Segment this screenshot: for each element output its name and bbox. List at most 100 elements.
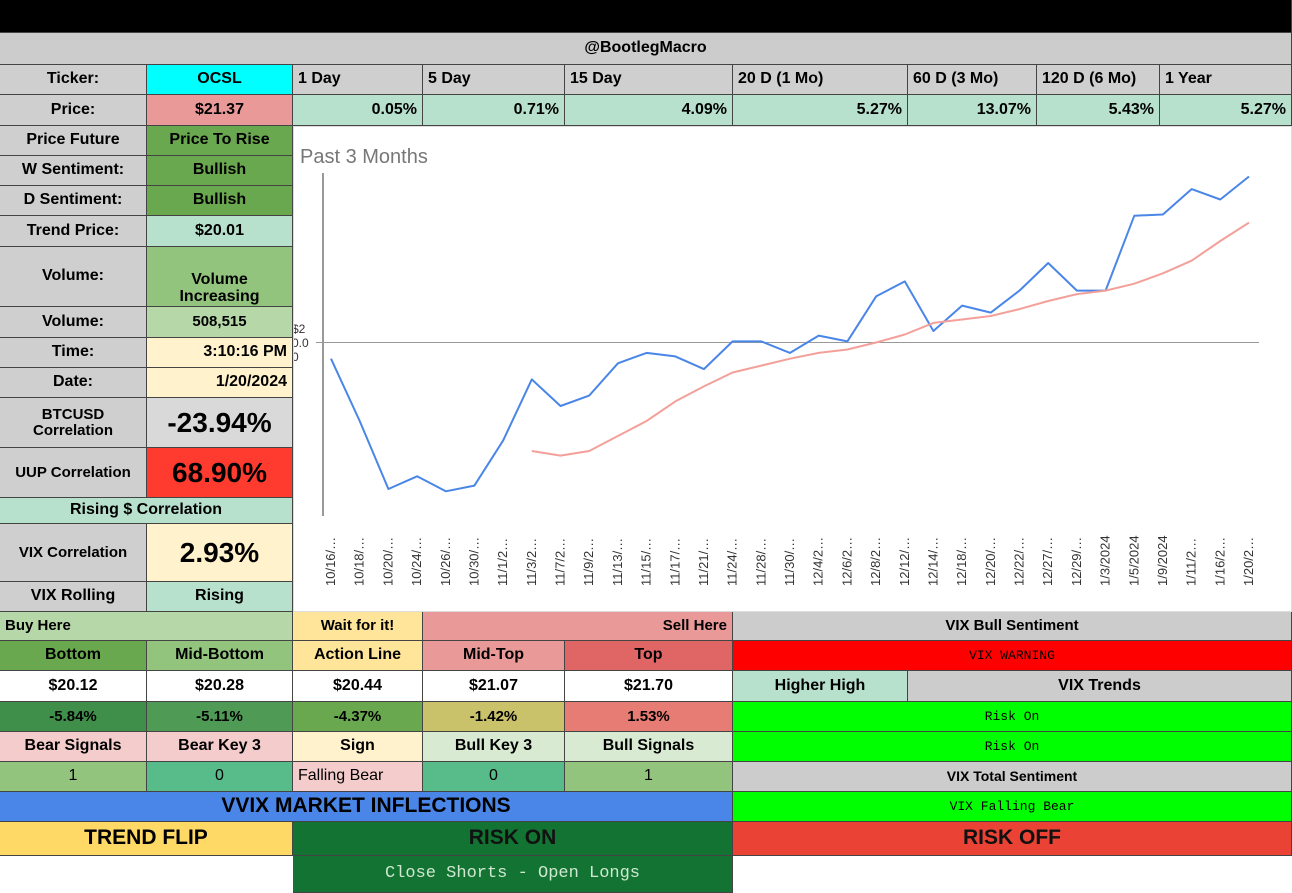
x-tick-label: 10/30/…	[466, 537, 481, 586]
x-tick-label: 12/22/…	[1012, 537, 1027, 586]
row-label: Ticker:	[0, 65, 147, 95]
signal-name: Bear Key 3	[147, 732, 293, 762]
x-tick-label: 12/4/2…	[811, 537, 826, 586]
x-tick-label: 1/16/2…	[1212, 537, 1227, 586]
level-change: -1.42%	[423, 702, 565, 732]
row-value: $20.01	[147, 216, 293, 247]
row-value: 3:10:16 PM	[147, 338, 293, 368]
x-tick-label: 10/26/…	[438, 537, 453, 586]
signal-value: 1	[565, 762, 733, 792]
signal-value: Falling Bear	[293, 762, 423, 792]
row-value: OCSL	[147, 65, 293, 95]
row-label: Time:	[0, 338, 147, 368]
row-label: W Sentiment:	[0, 156, 147, 186]
x-tick-label: 12/14/…	[925, 537, 940, 586]
row-label: Price:	[0, 95, 147, 126]
risk-on: Risk On	[733, 702, 1292, 732]
row-value: Bullish	[147, 186, 293, 216]
row-value: Rising	[147, 582, 293, 612]
row-value: -23.94%	[147, 398, 293, 448]
level-change: 1.53%	[565, 702, 733, 732]
x-tick-label: 1/5/2024	[1126, 535, 1141, 586]
action: Close Shorts - Open Longs	[293, 856, 733, 893]
x-tick-label: 12/12/…	[897, 537, 912, 586]
period-label: 60 D (3 Mo)	[908, 65, 1037, 95]
x-tick-label: 12/6/2…	[839, 537, 854, 586]
x-tick-label: 11/1/2…	[495, 538, 510, 586]
level-name: Mid-Top	[423, 641, 565, 671]
x-tick-label: 12/29/…	[1069, 537, 1084, 586]
period-label: 20 D (1 Mo)	[733, 65, 908, 95]
row-label: VIX Correlation	[0, 524, 147, 582]
row-label: Trend Price:	[0, 216, 147, 247]
x-tick-label: 10/20/…	[380, 537, 395, 586]
row-label: Rising $ Correlation	[0, 498, 293, 524]
chart-title: Past 3 Months	[300, 146, 428, 168]
row-value: Volume Increasing	[147, 247, 293, 307]
x-tick-label: 11/3/2…	[524, 538, 539, 586]
period-change: 5.27%	[733, 95, 908, 126]
level-price: $20.44	[293, 671, 423, 702]
period-label: 120 D (6 Mo)	[1037, 65, 1160, 95]
x-tick-label: 11/9/2…	[581, 538, 596, 586]
x-tick-label: 1/3/2024	[1098, 535, 1113, 586]
y-axis-label: 0.0	[293, 336, 309, 350]
signal-name: Sign	[293, 732, 423, 762]
row-value: Price To Rise	[147, 126, 293, 156]
level-name: Bottom	[0, 641, 147, 671]
row-value: Bullish	[147, 156, 293, 186]
level-price: $20.28	[147, 671, 293, 702]
level-name: Mid-Bottom	[147, 641, 293, 671]
buy-here: Buy Here	[0, 612, 293, 641]
wait: Wait for it!	[293, 612, 423, 641]
row-label: Price Future	[0, 126, 147, 156]
x-tick-label: 11/7/2…	[553, 538, 568, 586]
period-label: 1 Year	[1160, 65, 1292, 95]
handle: @BootlegMacro	[0, 33, 1292, 65]
row-value: 1/20/2024	[147, 368, 293, 398]
period-change: 0.71%	[423, 95, 565, 126]
row-value: 2.93%	[147, 524, 293, 582]
row-value: 508,515	[147, 307, 293, 338]
x-tick-label: 12/18/…	[954, 537, 969, 586]
x-tick-label: 11/24/…	[725, 538, 740, 586]
signal-value: 0	[147, 762, 293, 792]
x-tick-label: 11/17/…	[667, 538, 682, 586]
x-tick-label: 12/8/2…	[868, 537, 883, 586]
period-change: 5.27%	[1160, 95, 1292, 126]
signal-value: 0	[423, 762, 565, 792]
x-tick-label: 10/18/…	[352, 537, 367, 586]
period-label: 5 Day	[423, 65, 565, 95]
level-change: -5.84%	[0, 702, 147, 732]
vix-warning: VIX WARNING	[733, 641, 1292, 671]
row-label: Volume:	[0, 307, 147, 338]
row-label: VIX Rolling	[0, 582, 147, 612]
row-value: 68.90%	[147, 448, 293, 498]
period-change: 5.43%	[1037, 95, 1160, 126]
level-name: Top	[565, 641, 733, 671]
top-bar	[0, 0, 1292, 33]
row-label: Date:	[0, 368, 147, 398]
row-value: $21.37	[147, 95, 293, 126]
vix-bull-sentiment: VIX Bull Sentiment	[733, 612, 1292, 641]
x-tick-label: 11/21/…	[696, 538, 711, 586]
level-price: $21.07	[423, 671, 565, 702]
y-axis-label: $2	[293, 322, 306, 336]
vix-total: VIX Total Sentiment	[733, 762, 1292, 792]
risk-off: RISK OFF	[733, 822, 1292, 856]
chart: Past 3 Months $20.00 10/16/… 10/18/… 10/20/……	[293, 126, 1292, 612]
x-tick-label: 10/16/…	[323, 537, 338, 586]
signal-name: Bear Signals	[0, 732, 147, 762]
series-line	[531, 221, 1250, 457]
x-tick-label: 12/20/…	[983, 537, 998, 586]
y-axis-label: 0	[293, 350, 299, 364]
period-change: 13.07%	[908, 95, 1037, 126]
level-price: $21.70	[565, 671, 733, 702]
level-change: -5.11%	[147, 702, 293, 732]
x-tick-label: 11/15/…	[639, 538, 654, 586]
x-tick-label: 1/20/2…	[1241, 537, 1256, 586]
risk-on-banner: RISK ON	[293, 822, 733, 856]
signal-value: 1	[0, 762, 147, 792]
level-price: $20.12	[0, 671, 147, 702]
higher-high: Higher High	[733, 671, 908, 702]
